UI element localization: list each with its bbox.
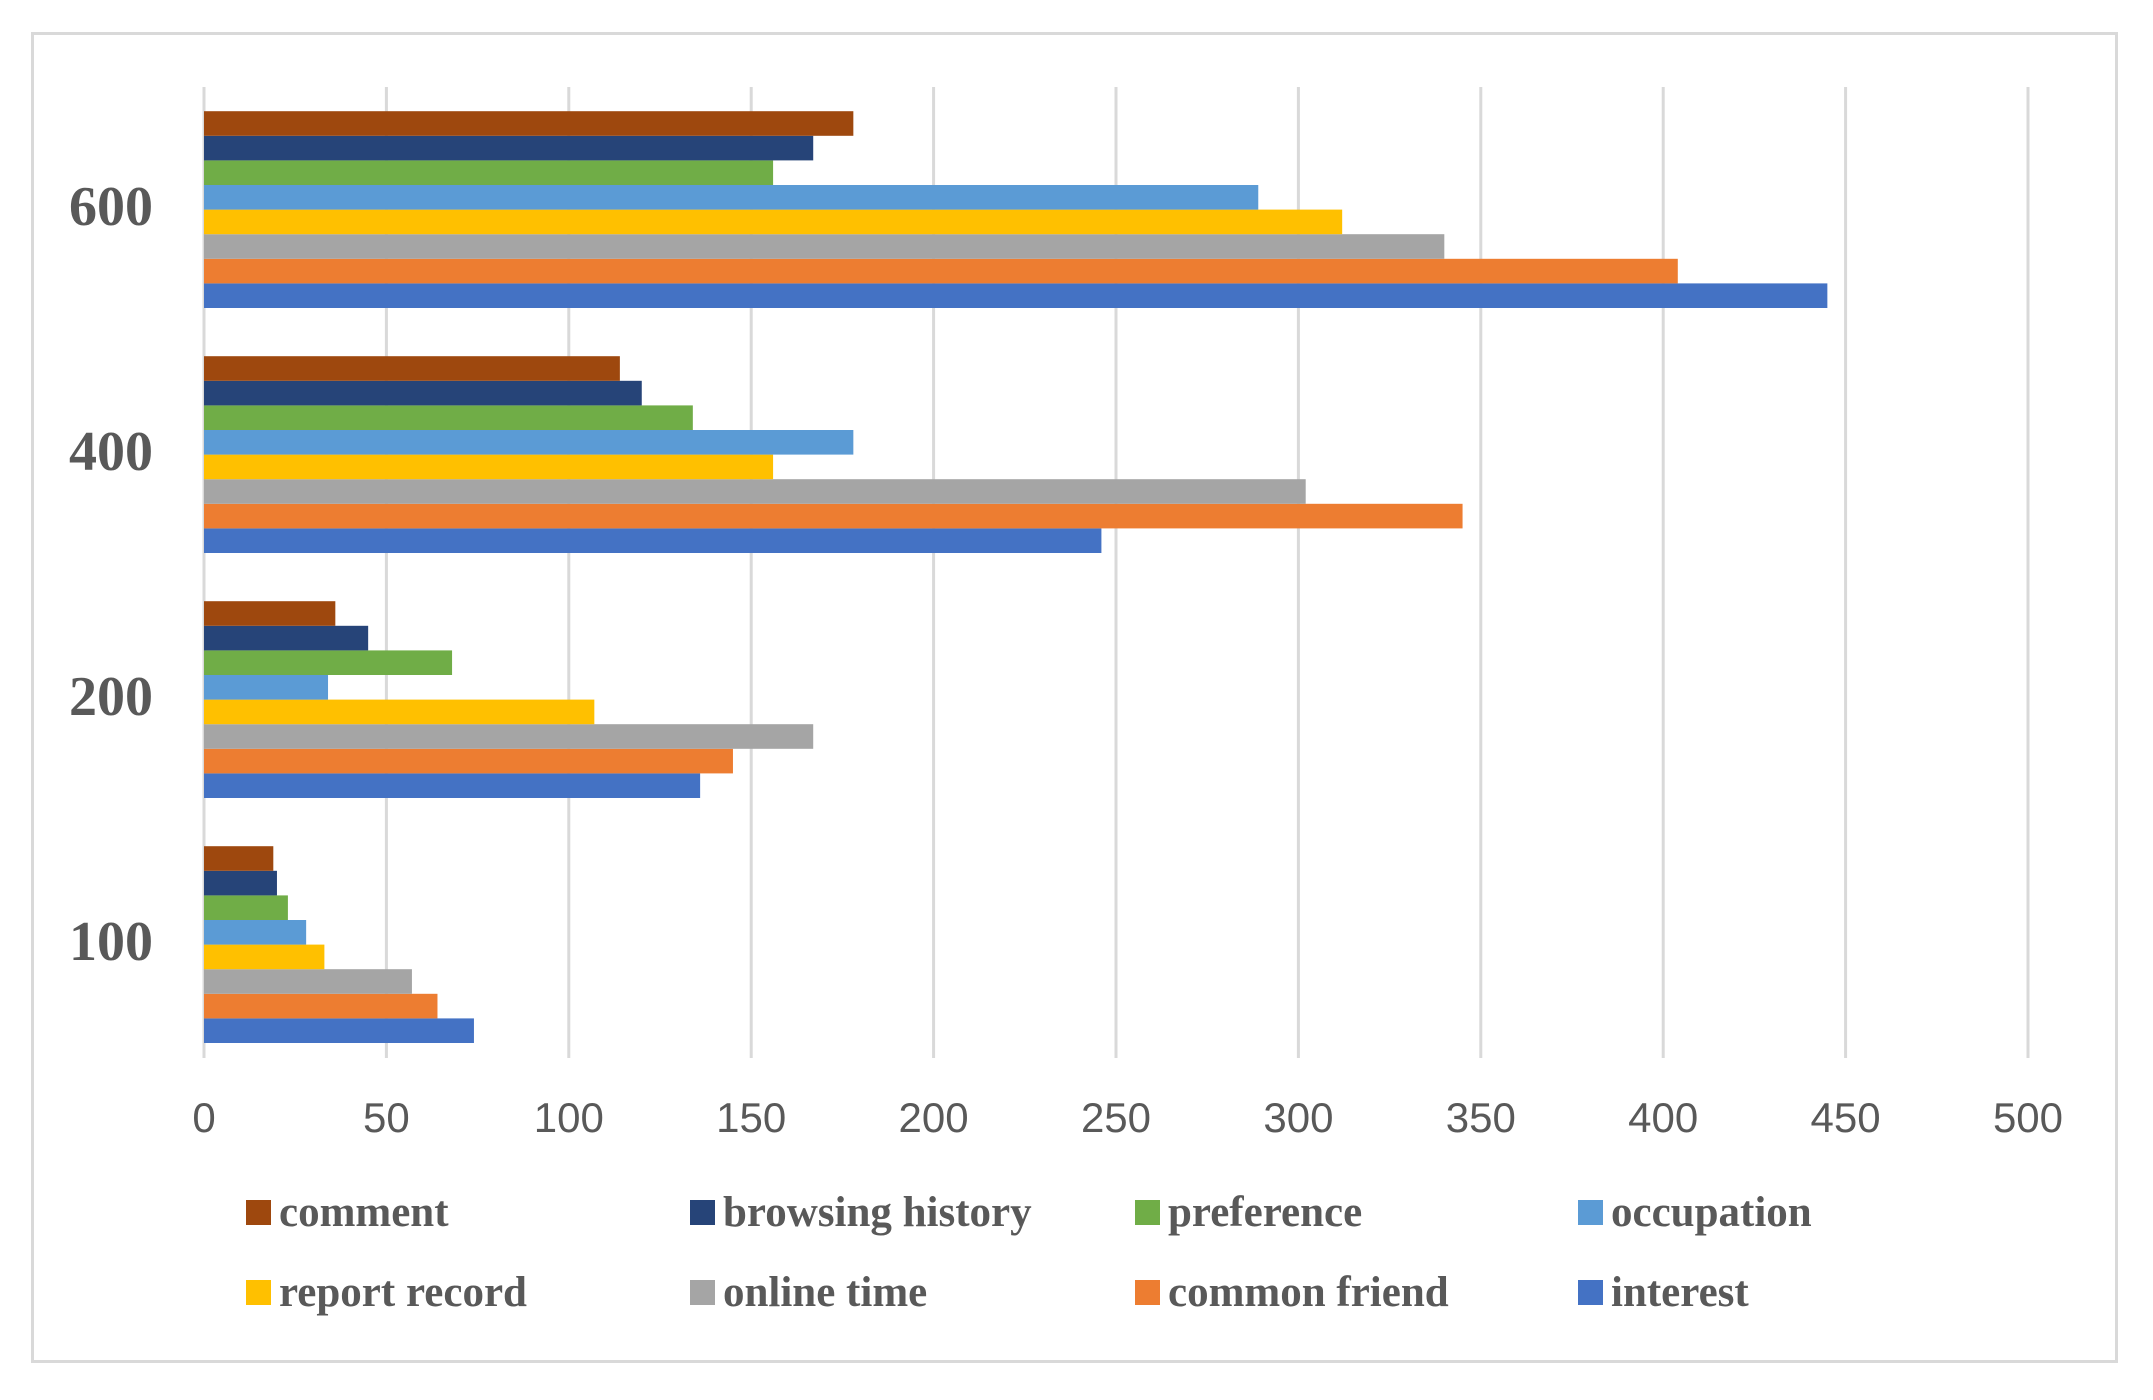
x-tick-label: 50 [363,1094,410,1141]
bar-comment-600 [204,111,854,136]
legend-swatch-comment [246,1200,271,1225]
bar-common-friend-400 [204,503,1463,529]
bar-report-record-400 [204,454,774,480]
legend-swatch-common-friend [1135,1280,1160,1305]
bar-report-record-200 [204,699,595,725]
legend-label-report-record: report record [279,1269,527,1316]
x-tick-label: 150 [716,1094,786,1141]
legend-swatch-interest [1578,1280,1603,1305]
bars [204,111,1828,1043]
bar-occupation-600 [204,185,1259,210]
legend-swatch-online-time [690,1280,715,1305]
bar-common-friend-200 [204,748,733,774]
x-tick-label: 450 [1811,1094,1881,1141]
bar-common-friend-100 [204,993,438,1019]
y-tick-label: 400 [69,421,153,483]
legend-swatch-report-record [246,1280,271,1305]
legend-swatch-occupation [1578,1200,1603,1225]
bar-browsing-history-600 [204,135,814,161]
bar-interest-600 [204,283,1828,308]
bar-comment-400 [204,356,620,381]
bar-report-record-600 [204,209,1343,235]
bar-interest-100 [204,1018,474,1043]
bar-browsing-history-400 [204,380,642,406]
bar-online-time-600 [204,234,1445,259]
bar-occupation-400 [204,430,854,455]
legend-label-preference: preference [1168,1189,1362,1236]
legend-label-common-friend: common friend [1168,1269,1449,1316]
legend: comment browsing history preference occupat… [246,1189,1812,1316]
legend-label-interest: interest [1611,1269,1749,1316]
y-tick-label: 200 [69,666,153,728]
legend-swatch-browsing-history [690,1200,715,1225]
bar-online-time-400 [204,479,1306,504]
x-tick-label: 250 [1081,1094,1151,1141]
x-tick-label: 100 [534,1094,604,1141]
bar-interest-200 [204,773,701,798]
legend-label-occupation: occupation [1611,1189,1812,1236]
legend-label-comment: comment [279,1189,449,1236]
x-axis-ticks: 0 50 100 150 200 250 300 350 400 450 500 [192,1094,2063,1141]
x-tick-label: 500 [1993,1094,2063,1141]
x-tick-label: 300 [1263,1094,1333,1141]
bar-preference-100 [204,895,288,920]
y-tick-label: 100 [69,911,153,973]
bar-common-friend-600 [204,258,1678,284]
bar-preference-200 [204,650,453,675]
bar-browsing-history-200 [204,625,369,651]
bar-online-time-200 [204,724,814,749]
x-tick-label: 200 [899,1094,969,1141]
legend-swatch-preference [1135,1200,1160,1225]
bar-occupation-200 [204,675,329,700]
bar-preference-600 [204,160,774,185]
y-tick-label: 600 [69,176,153,238]
bar-browsing-history-100 [204,870,277,896]
legend-label-online-time: online time [723,1269,927,1316]
bar-interest-400 [204,528,1102,553]
bar-online-time-100 [204,969,412,994]
x-tick-label: 400 [1628,1094,1698,1141]
bar-comment-200 [204,601,336,626]
bar-report-record-100 [204,944,325,970]
bar-occupation-100 [204,920,307,945]
y-axis-ticks: 100 200 400 600 [69,176,153,973]
x-tick-label: 350 [1446,1094,1516,1141]
x-tick-label: 0 [192,1094,215,1141]
legend-label-browsing-history: browsing history [723,1189,1032,1236]
bar-comment-100 [204,846,274,871]
bar-preference-400 [204,405,693,430]
